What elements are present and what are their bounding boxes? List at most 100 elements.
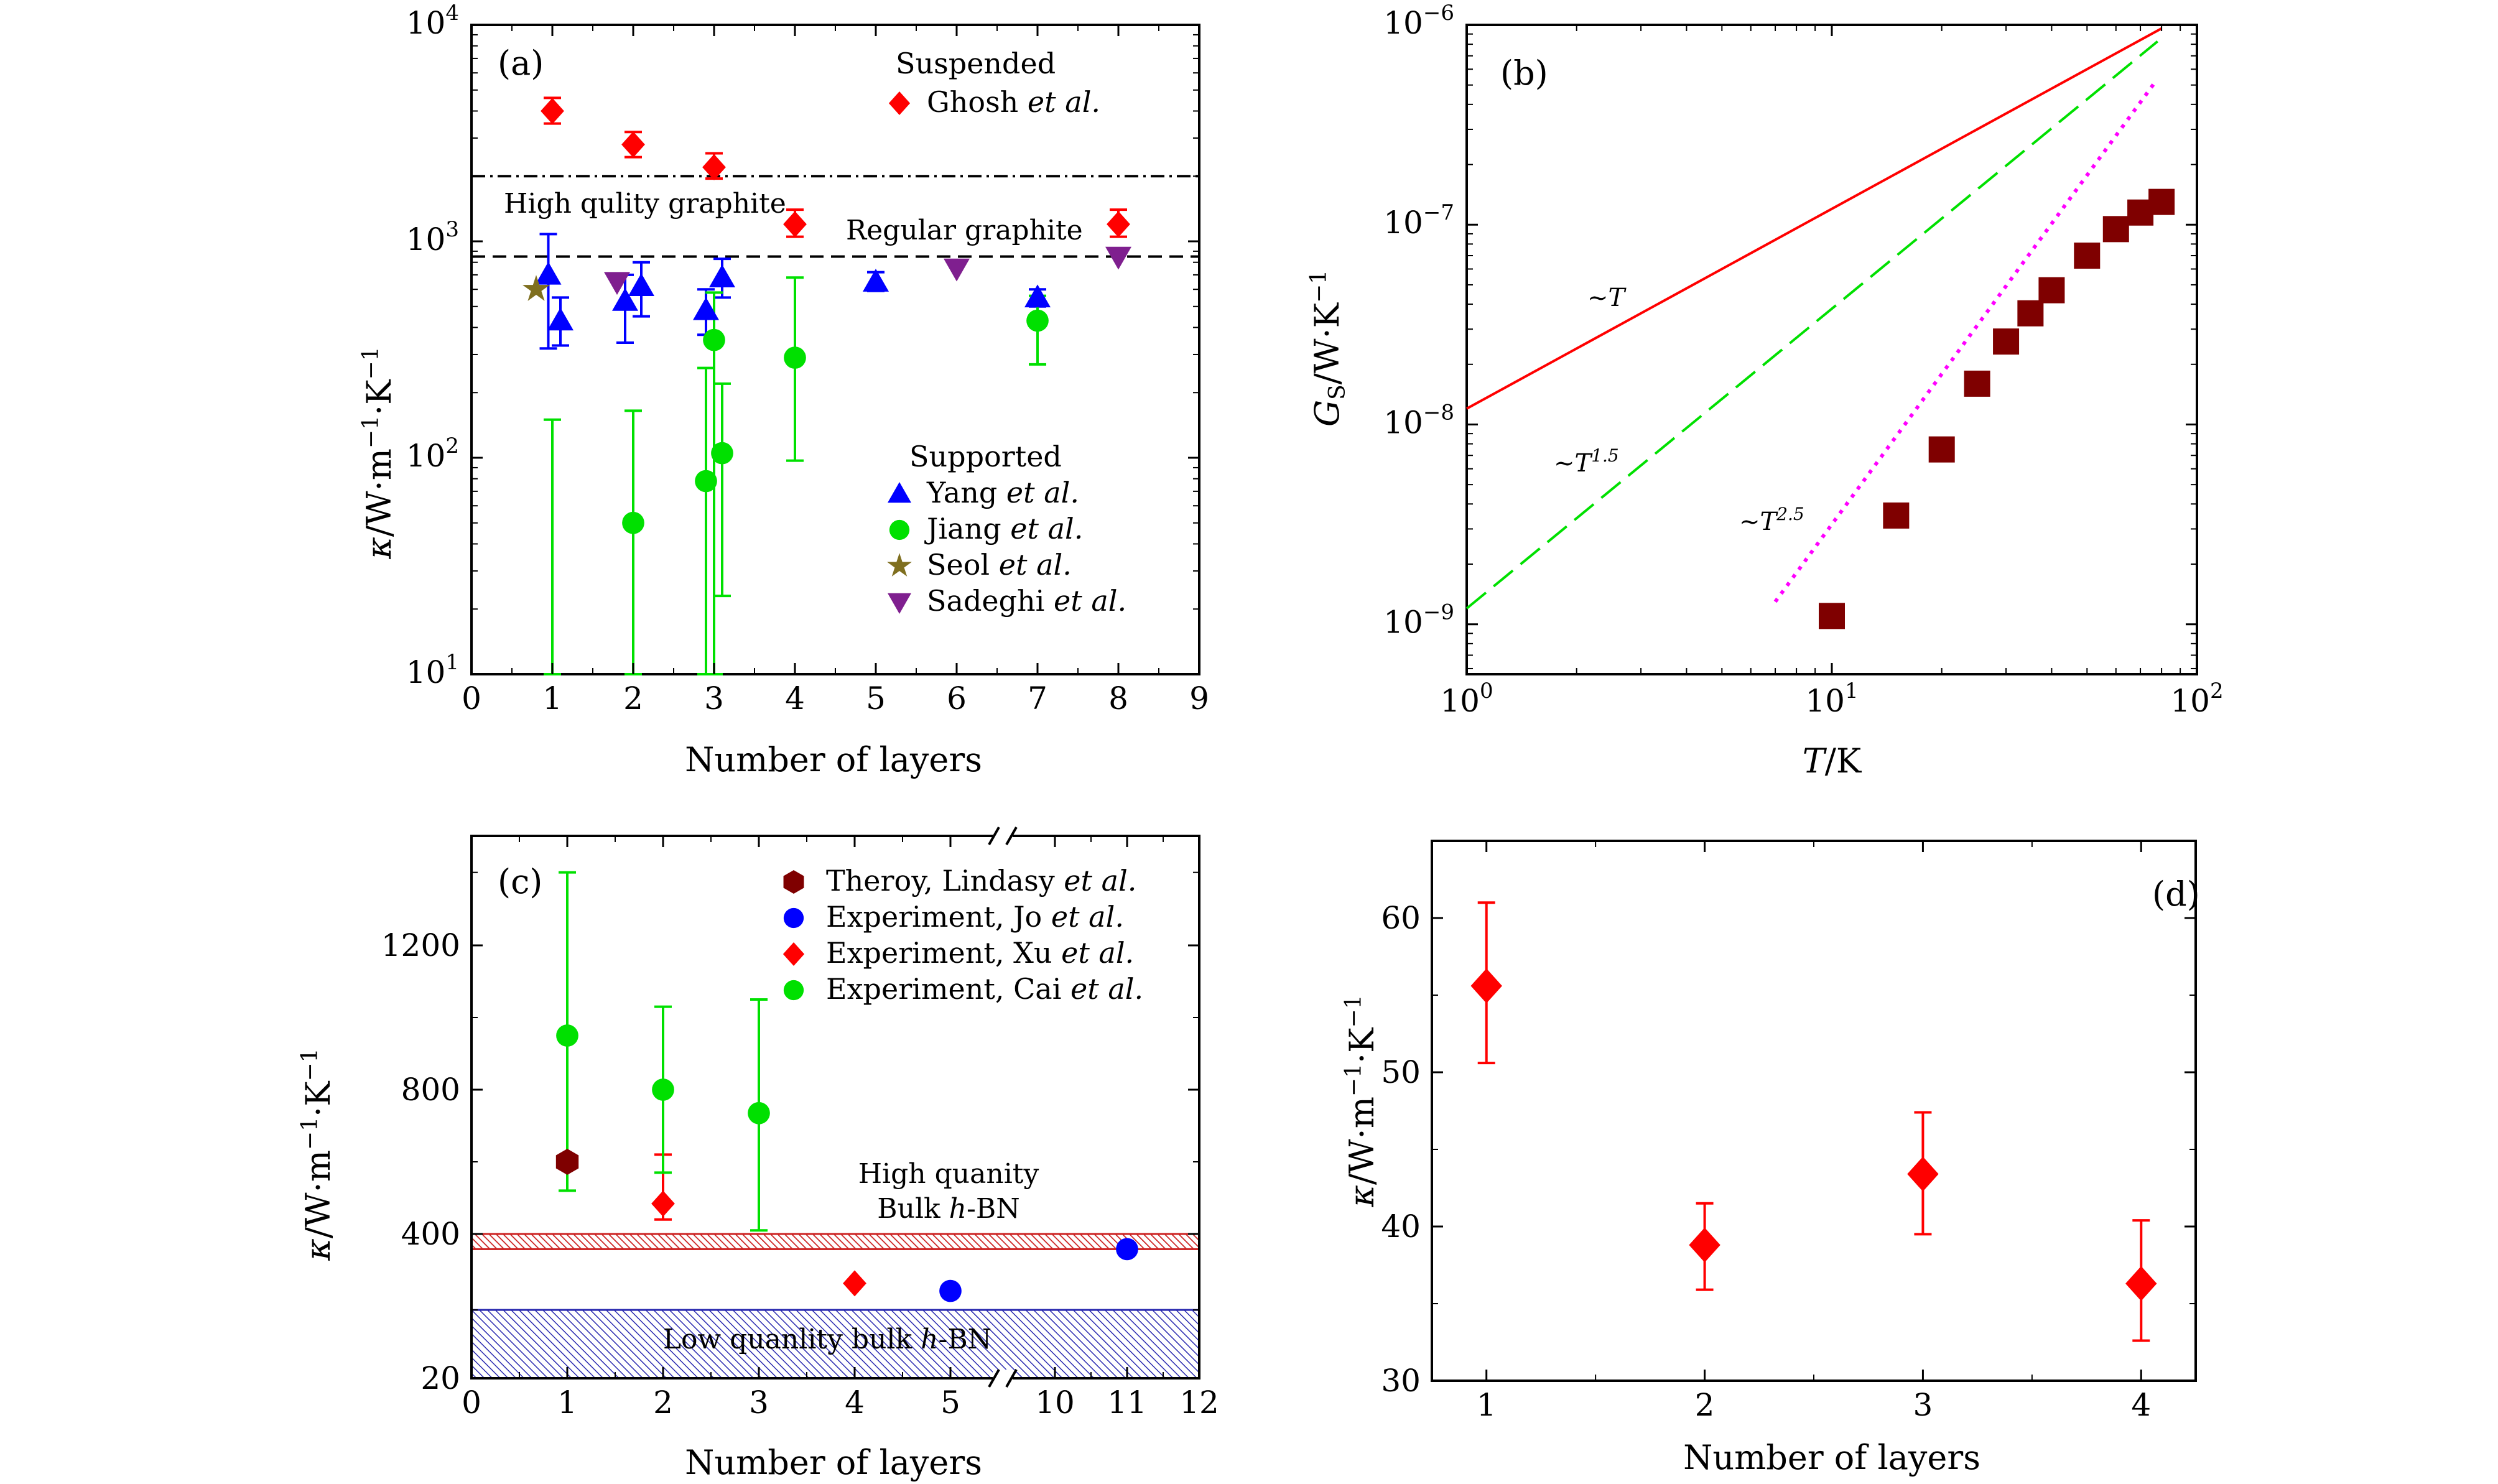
a-errorbar-jiang-2 bbox=[697, 366, 715, 675]
d-ytick-label-60: 60 bbox=[1381, 900, 1421, 936]
axis-break-gap-top bbox=[993, 827, 1013, 845]
a-point-yang-7 bbox=[1024, 284, 1051, 308]
a-point-yang-2 bbox=[612, 287, 638, 311]
panel-c-high-band-label-line2: Bulk h-BN bbox=[877, 1193, 1019, 1225]
legend-label-yang: Yang et al. bbox=[926, 476, 1079, 509]
panel-d-ticks: 1 2 3 4 30 40 50 60 bbox=[1381, 840, 2196, 1423]
b-point-2 bbox=[1928, 436, 1955, 463]
a-point-yang-4 bbox=[693, 297, 719, 320]
b-xtick-label-0: 100 bbox=[1440, 679, 1493, 719]
panel-a-y-axis-label: κ/W·m−1·K−1 bbox=[358, 346, 399, 559]
a-point-ghosh-3 bbox=[783, 211, 807, 238]
fit-line-2 bbox=[1773, 80, 2157, 603]
a-xtick-label-2: 2 bbox=[623, 680, 643, 716]
panel-a-suspended-label: Suspended bbox=[896, 47, 1056, 80]
panel-a-label: (a) bbox=[498, 44, 544, 83]
a-errorbar-jiang-5 bbox=[786, 276, 804, 462]
d-point-2 bbox=[1907, 1156, 1939, 1192]
b-xtick-label-2: 102 bbox=[2170, 679, 2223, 719]
c-point-0-0 bbox=[555, 1149, 579, 1175]
panel-d-errorbars bbox=[1477, 901, 2150, 1342]
c-ytick-label-20: 20 bbox=[420, 1360, 460, 1396]
panel-d-label: (d) bbox=[2152, 874, 2200, 914]
c-point-3-0 bbox=[556, 1024, 578, 1047]
c-xtick-label-12: 12 bbox=[1179, 1384, 1219, 1421]
a-errorbar-jiang-1 bbox=[624, 409, 642, 675]
a-point-yang-0 bbox=[535, 261, 562, 285]
panel-b-fit-label-t1: ~T bbox=[1587, 284, 1627, 312]
c-xtick-label-0: 0 bbox=[462, 1384, 481, 1421]
panel-c-bands bbox=[470, 1233, 1200, 1380]
c-point-2-1 bbox=[843, 1270, 866, 1297]
legend-label-seol: Seol et al. bbox=[927, 548, 1072, 582]
d-xtick-label-3: 3 bbox=[1913, 1387, 1933, 1423]
d-ytick-label-50: 50 bbox=[1381, 1054, 1421, 1090]
panel-b-y-axis-label: GS/W·K−1 bbox=[1306, 270, 1350, 427]
axis-break-mark-0-b bbox=[1005, 827, 1018, 845]
a-xtick-label-7: 7 bbox=[1028, 680, 1047, 716]
a-xtick-label-6: 6 bbox=[947, 680, 967, 716]
panel-d-y-axis-label: κ/W·m−1·K−1 bbox=[1341, 995, 1381, 1207]
b-point-7 bbox=[2074, 242, 2101, 269]
c-xtick-label-5: 5 bbox=[940, 1384, 960, 1421]
axis-break-gap-bottom bbox=[993, 1370, 1013, 1387]
a-point-ghosh-1 bbox=[621, 131, 645, 158]
a-ytick-label-2: 103 bbox=[406, 217, 459, 257]
panel-a-x-axis-label: Number of layers bbox=[685, 740, 982, 779]
b-point-0 bbox=[1819, 603, 1845, 629]
fit-line-0 bbox=[1466, 27, 2163, 410]
panel-b-label: (b) bbox=[1500, 53, 1548, 93]
c-point-1-0 bbox=[939, 1279, 962, 1302]
a-point-jiang-3 bbox=[703, 328, 725, 351]
a-point-ghosh-4 bbox=[1107, 211, 1130, 238]
b-ytick-label-3: 10−6 bbox=[1383, 1, 1454, 41]
panel-c-markers bbox=[555, 1024, 1138, 1302]
panel-b-fit-label-t15: ~T1.5 bbox=[1554, 445, 1619, 478]
a-xtick-label-5: 5 bbox=[866, 680, 886, 716]
legend-marker-sadeghi bbox=[888, 593, 911, 614]
c-legend-label-1: Experiment, Jo et al. bbox=[826, 900, 1124, 934]
low-quality-hbn-band bbox=[470, 1309, 1200, 1380]
panel-a: 0 1 2 3 4 5 6 7 8 9 101 102 103 104 (a) Suspended Hig… bbox=[358, 1, 1209, 779]
a-xtick-label-3: 3 bbox=[704, 680, 724, 716]
panel-c-label: (c) bbox=[498, 862, 542, 901]
panel-a-supported-label: Supported bbox=[909, 440, 1062, 473]
panel-a-plot-area bbox=[470, 24, 1200, 675]
a-point-yang-1 bbox=[547, 307, 573, 331]
b-point-9 bbox=[2127, 199, 2154, 226]
panel-d-x-axis-label: Number of layers bbox=[1683, 1438, 1980, 1477]
c-xtick-label-3: 3 bbox=[749, 1384, 769, 1421]
d-point-3 bbox=[2125, 1266, 2157, 1301]
c-xtick-label-1: 1 bbox=[557, 1384, 577, 1421]
c-xtick-label-4: 4 bbox=[845, 1384, 865, 1421]
c-legend-marker-0 bbox=[783, 870, 804, 894]
c-xtick-label-10: 10 bbox=[1035, 1384, 1075, 1421]
d-point-1 bbox=[1689, 1227, 1720, 1263]
b-ytick-label-1: 10−8 bbox=[1383, 400, 1454, 440]
panel-c-legend: Theroy, Lindasy et al.Experiment, Jo et … bbox=[782, 864, 1143, 1006]
a-point-yang-5 bbox=[709, 264, 735, 288]
b-ytick-label-2: 10−7 bbox=[1383, 200, 1454, 241]
panel-a-reference-lines bbox=[471, 175, 1199, 258]
legend-label-sadeghi: Sadeghi et al. bbox=[927, 584, 1126, 618]
panel-b-fit-lines bbox=[1465, 27, 2163, 610]
panel-c-plot-area bbox=[470, 835, 1200, 1380]
b-point-10 bbox=[2148, 188, 2175, 215]
c-point-1-1 bbox=[1116, 1238, 1138, 1261]
d-ytick-label-30: 30 bbox=[1381, 1363, 1421, 1399]
a-point-jiang-6 bbox=[1026, 309, 1049, 332]
legend-label-ghosh: Ghosh et al. bbox=[927, 85, 1100, 119]
b-point-8 bbox=[2102, 216, 2129, 243]
panel-a-regular-line-label: Regular graphite bbox=[846, 215, 1083, 246]
d-xtick-label-4: 4 bbox=[2131, 1387, 2151, 1423]
a-point-jiang-5 bbox=[784, 346, 806, 369]
d-ytick-label-40: 40 bbox=[1381, 1208, 1421, 1245]
panel-a-high-quality-line-label: High qulity graphite bbox=[504, 188, 786, 220]
panel-c-low-band-label: Low quanlity bulk h-BN bbox=[663, 1324, 991, 1355]
a-point-ghosh-2 bbox=[702, 154, 726, 180]
a-point-jiang-4 bbox=[711, 442, 733, 465]
panel-d-frame bbox=[1431, 840, 2197, 1382]
